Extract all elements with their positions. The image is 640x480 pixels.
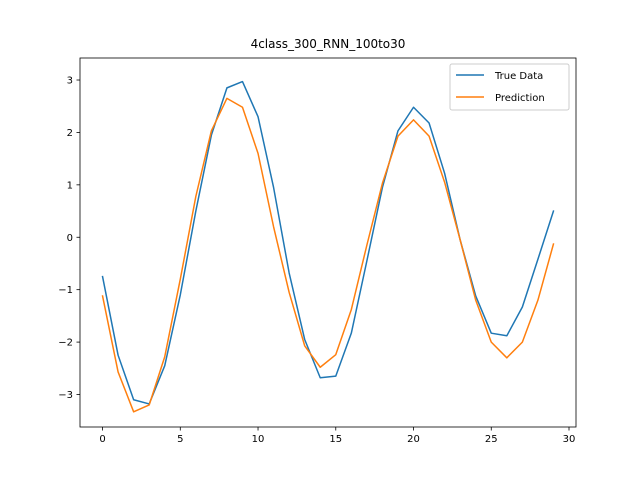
- x-tick-label: 5: [177, 434, 183, 445]
- x-tick-label: 20: [407, 434, 420, 445]
- plot-area: 0 5 10 15 20 25 30 −3 −2 −1 0 1 2 3: [58, 57, 577, 445]
- y-tick-label: 1: [67, 180, 73, 191]
- y-tick-label: −1: [58, 285, 73, 296]
- x-tick-label: 25: [485, 434, 498, 445]
- x-tick-label: 0: [99, 434, 105, 445]
- series-line-prediction: [101, 97, 555, 413]
- y-tick-label: 3: [67, 76, 73, 87]
- y-tick-label: 2: [67, 128, 73, 139]
- series-line-true-data: [101, 80, 555, 405]
- x-tick-label: 30: [563, 434, 576, 445]
- legend-label: Prediction: [495, 93, 545, 104]
- legend-label: True Data: [494, 71, 543, 82]
- legend: True Data Prediction: [449, 63, 570, 111]
- chart-title: 4class_300_RNN_100to30: [251, 37, 406, 51]
- y-tick-label: −2: [58, 338, 73, 349]
- y-tick-label: 0: [67, 233, 73, 244]
- axes-frame: [79, 57, 577, 428]
- x-tick-label: 10: [252, 434, 265, 445]
- y-tick-label: −3: [58, 390, 73, 401]
- x-tick-label: 15: [329, 434, 342, 445]
